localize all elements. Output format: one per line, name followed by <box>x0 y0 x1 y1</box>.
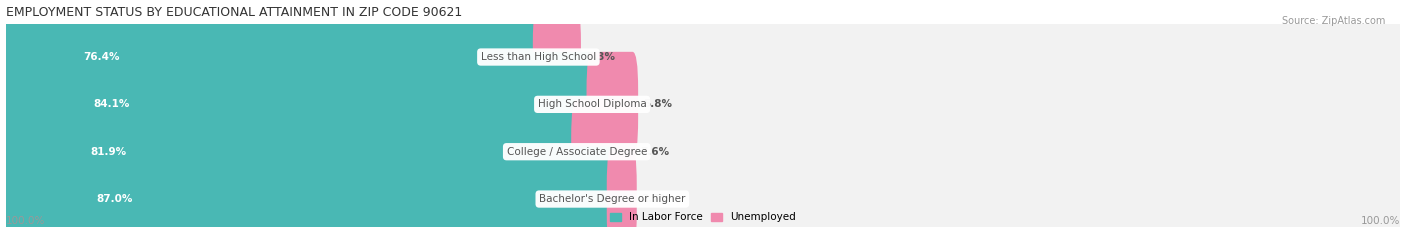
FancyBboxPatch shape <box>0 0 1406 153</box>
Text: 2.7%: 2.7% <box>641 194 671 204</box>
Text: 7.6%: 7.6% <box>640 147 669 157</box>
FancyBboxPatch shape <box>0 147 617 233</box>
Text: Less than High School: Less than High School <box>481 52 596 62</box>
Text: Bachelor's Degree or higher: Bachelor's Degree or higher <box>538 194 686 204</box>
FancyBboxPatch shape <box>571 99 636 204</box>
FancyBboxPatch shape <box>0 99 582 204</box>
Text: 5.3%: 5.3% <box>586 52 614 62</box>
Legend: In Labor Force, Unemployed: In Labor Force, Unemployed <box>606 208 800 226</box>
Text: College / Associate Degree: College / Associate Degree <box>506 147 647 157</box>
Text: 100.0%: 100.0% <box>6 216 45 226</box>
FancyBboxPatch shape <box>0 52 598 157</box>
FancyBboxPatch shape <box>607 147 637 233</box>
FancyBboxPatch shape <box>0 56 1406 233</box>
Text: 5.8%: 5.8% <box>643 99 672 109</box>
Text: 84.1%: 84.1% <box>93 99 129 109</box>
Text: EMPLOYMENT STATUS BY EDUCATIONAL ATTAINMENT IN ZIP CODE 90621: EMPLOYMENT STATUS BY EDUCATIONAL ATTAINM… <box>6 6 461 19</box>
FancyBboxPatch shape <box>0 4 544 110</box>
FancyBboxPatch shape <box>0 103 1406 233</box>
Text: 81.9%: 81.9% <box>90 147 127 157</box>
FancyBboxPatch shape <box>533 4 581 110</box>
Text: Source: ZipAtlas.com: Source: ZipAtlas.com <box>1281 16 1385 26</box>
Text: 87.0%: 87.0% <box>97 194 134 204</box>
FancyBboxPatch shape <box>0 8 1406 200</box>
Text: 76.4%: 76.4% <box>83 52 120 62</box>
Text: 100.0%: 100.0% <box>1361 216 1400 226</box>
FancyBboxPatch shape <box>586 52 638 157</box>
Text: High School Diploma: High School Diploma <box>537 99 647 109</box>
